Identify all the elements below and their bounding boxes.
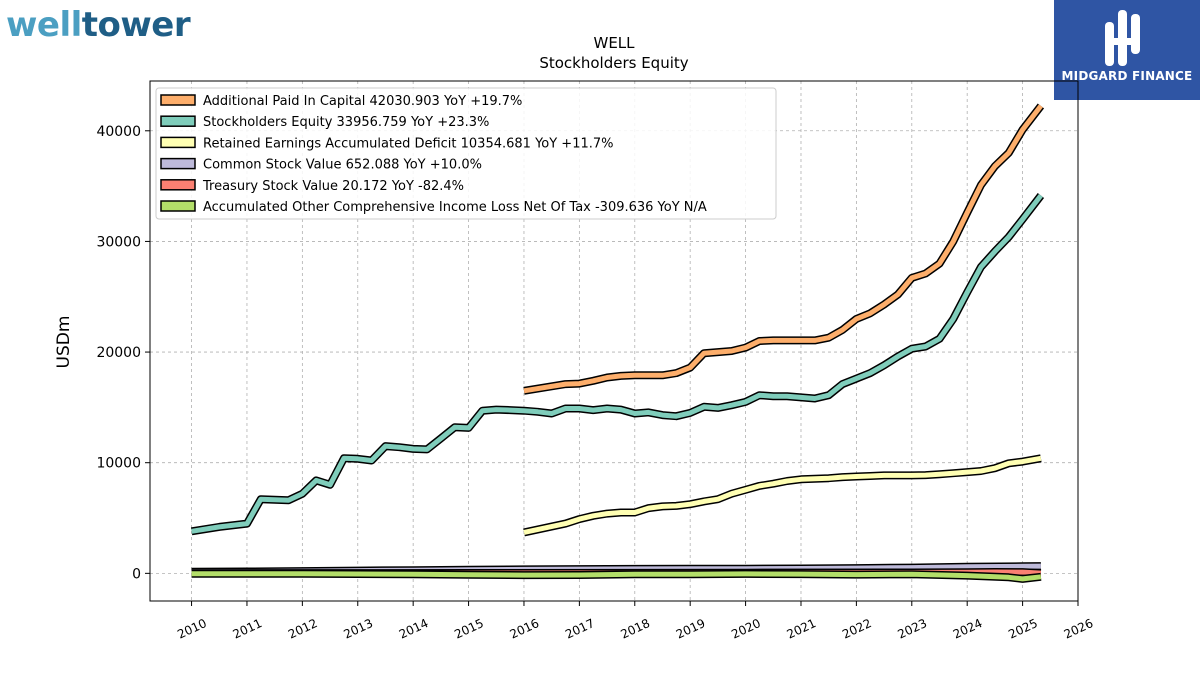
- series-group: [190, 103, 1045, 583]
- y-tick-label: 10000: [96, 456, 141, 472]
- legend-label: Additional Paid In Capital 42030.903 YoY…: [203, 94, 522, 109]
- midgard-emblem-icon: [1105, 10, 1140, 66]
- legend-swatch: [160, 179, 196, 191]
- chart-subtitle: Stockholders Equity: [539, 54, 688, 72]
- x-tick-label: 2022: [840, 616, 874, 642]
- legend-swatch: [160, 157, 196, 170]
- x-tick-label: 2010: [175, 616, 209, 642]
- x-tick-label: 2014: [397, 616, 431, 642]
- x-tick-label: 2013: [341, 616, 375, 642]
- y-tick-label: 30000: [96, 234, 141, 250]
- x-tick-label: 2026: [1062, 616, 1096, 642]
- legend-swatch: [160, 94, 196, 106]
- y-tick-label: 40000: [96, 124, 141, 140]
- x-tick-label: 2015: [452, 616, 486, 642]
- series-line: [191, 571, 1042, 582]
- x-tick-label: 2024: [951, 616, 985, 642]
- x-tick-label: 2020: [729, 616, 763, 642]
- x-tick-label: 2012: [286, 616, 320, 642]
- x-tick-label: 2017: [563, 616, 597, 642]
- series-line: [523, 455, 1042, 535]
- logo-text-tower: tower: [81, 5, 191, 45]
- welltower-logo: welltower: [6, 5, 191, 45]
- midgard-finance-logo: MIDGARD FINANCE: [1054, 0, 1200, 100]
- x-tick-label: 2016: [508, 616, 542, 642]
- y-tick-label: 0: [132, 566, 141, 582]
- chart-title: WELL: [593, 34, 635, 52]
- legend-box: [155, 87, 777, 220]
- logo-label: MIDGARD FINANCE: [1061, 69, 1193, 83]
- x-tick-label: 2021: [785, 616, 819, 642]
- y-tick-label: 20000: [96, 345, 141, 361]
- x-tick-label: 2011: [231, 616, 265, 642]
- series-line-outline: [523, 454, 1042, 537]
- x-tick-label: 2025: [1006, 616, 1040, 642]
- x-tick-label: 2019: [674, 616, 708, 642]
- x-tick-label: 2023: [895, 616, 929, 642]
- x-tick-label: 2018: [618, 616, 652, 642]
- y-axis-label: USDm: [54, 316, 74, 369]
- legend-label: Retained Earnings Accumulated Deficit 10…: [203, 136, 614, 151]
- legend-swatch: [160, 136, 196, 149]
- plot-frame: [149, 80, 1079, 602]
- logo-text-well: well: [6, 5, 82, 45]
- series-line: [523, 104, 1043, 394]
- legend-label: Accumulated Other Comprehensive Income L…: [203, 200, 707, 215]
- legend-swatch: [160, 200, 196, 212]
- legend-swatch: [160, 115, 196, 127]
- legend-label: Stockholders Equity 33956.759 YoY +23.3%: [203, 115, 489, 130]
- legend: Additional Paid In Capital 42030.903 YoY…: [155, 87, 777, 220]
- legend-label: Treasury Stock Value 20.172 YoY -82.4%: [202, 179, 464, 194]
- legend-label: Common Stock Value 652.088 YoY +10.0%: [203, 158, 482, 173]
- series-line: [191, 193, 1043, 534]
